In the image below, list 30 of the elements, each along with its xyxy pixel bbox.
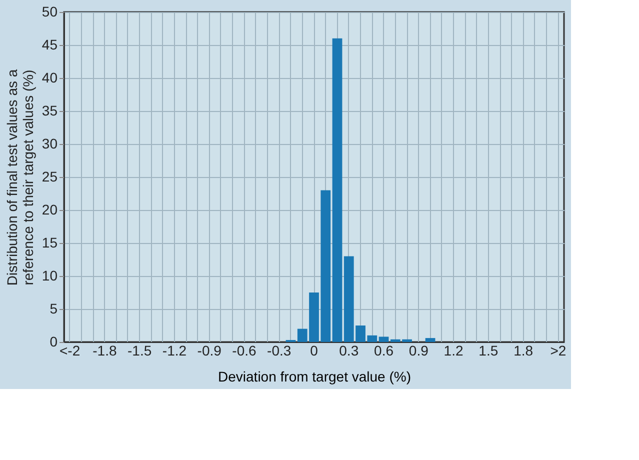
x-tick-label: -1.2 bbox=[162, 342, 187, 358]
x-tick-label: 0.3 bbox=[339, 342, 359, 358]
y-tick-label: 5 bbox=[50, 300, 58, 316]
y-tick-label: 45 bbox=[42, 36, 58, 52]
y-tick-label: 15 bbox=[42, 234, 58, 250]
y-tick-label: 20 bbox=[42, 202, 58, 218]
y-tick-label: 10 bbox=[42, 268, 58, 284]
x-tick-label: 1.2 bbox=[444, 342, 464, 358]
y-tick-label: 40 bbox=[42, 70, 58, 86]
bar bbox=[425, 338, 436, 342]
x-tick-label: >2 bbox=[550, 342, 566, 358]
y-tick-label: 35 bbox=[42, 102, 58, 118]
y-tick-label: 25 bbox=[42, 168, 58, 184]
x-tick-label: -0.6 bbox=[232, 342, 257, 358]
bar bbox=[378, 336, 389, 342]
x-tick-label: -0.9 bbox=[197, 342, 222, 358]
x-tick-label: -1.8 bbox=[92, 342, 117, 358]
x-tick-label: 0 bbox=[310, 342, 318, 358]
x-tick-label: 0.6 bbox=[374, 342, 394, 358]
x-tick-label: -0.3 bbox=[267, 342, 292, 358]
x-tick-label: 1.5 bbox=[478, 342, 498, 358]
x-tick-label: 1.8 bbox=[514, 342, 534, 358]
bar bbox=[332, 38, 342, 342]
y-axis-title: Distribution of final test values as a reference to their target values (%) bbox=[4, 69, 36, 286]
x-axis-title: Deviation from target value (%) bbox=[218, 368, 411, 384]
x-tick-label: 0.9 bbox=[408, 342, 429, 358]
y-tick-label: 50 bbox=[42, 4, 58, 20]
y-tick-label: 30 bbox=[42, 136, 58, 152]
x-tick-label: <-2 bbox=[60, 342, 80, 358]
x-tick-label: -1.5 bbox=[128, 342, 152, 358]
